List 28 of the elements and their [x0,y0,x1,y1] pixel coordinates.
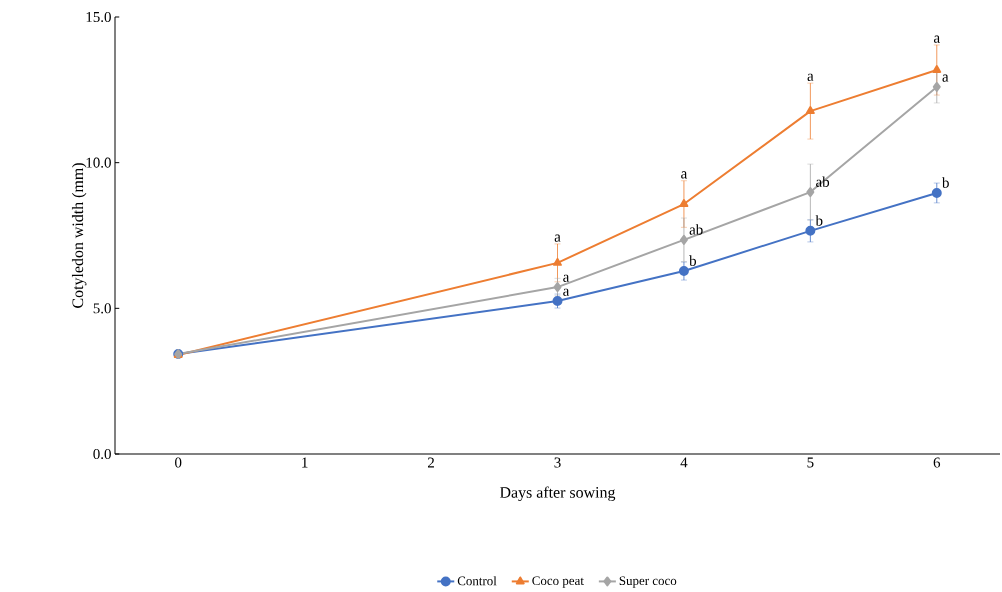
y-tick-label: 0.0 [93,448,111,460]
y-tick-label: 10.0 [86,157,111,168]
annotation: a [942,74,949,82]
annotation: a [934,35,940,43]
x-tick-label: 3 [554,457,561,468]
annotation: ab [816,176,830,187]
annotation: b [941,177,949,188]
annotation: a [681,171,688,179]
x-tick-label: 1 [302,457,308,468]
annotation: a [807,73,814,81]
annotation: b [815,215,823,226]
annotation: b [689,255,697,266]
y-tick-label: 15.0 [86,11,111,23]
x-axis-title: Days after sowing [499,486,616,502]
legend-label: Super coco [619,576,677,588]
annotation: a [554,234,561,242]
legend-label: Control [457,576,497,586]
x-tick-label: 4 [680,457,688,468]
x-tick-label: 5 [807,457,814,468]
legend-label: Coco peat [532,576,584,588]
annotation: ab [689,224,703,235]
annotation: a [563,288,570,296]
annotation: a [563,274,570,282]
x-tick-label: 6 [933,457,941,468]
y-axis-title: Cotyledon width (mm) [71,163,87,308]
x-tick-label: 2 [427,457,434,468]
y-tick-label: 5.0 [93,303,111,314]
x-tick-label: 0 [175,457,182,468]
